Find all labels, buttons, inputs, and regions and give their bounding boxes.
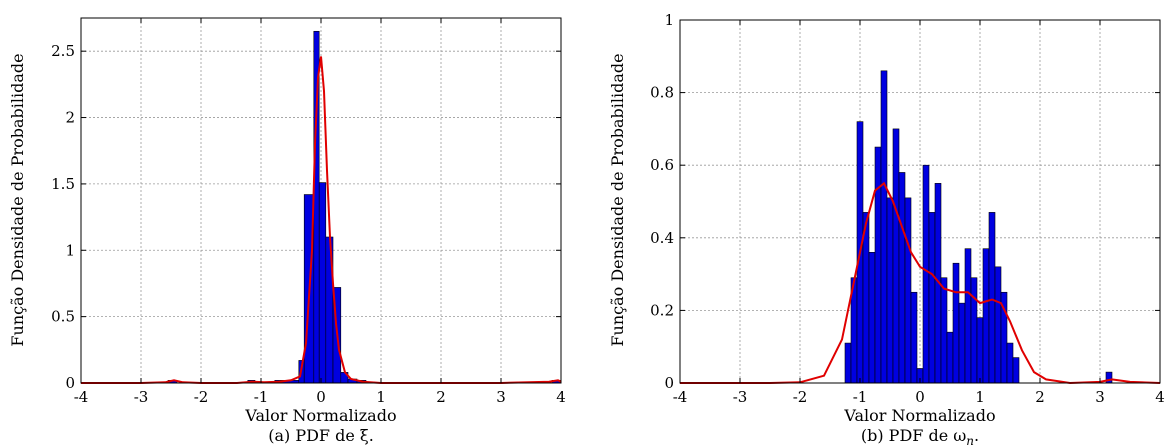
chart-a-x-tick-label: 1 xyxy=(376,388,386,406)
chart-b-y-ticks: 0 0.2 0.4 0.6 0.8 1 xyxy=(650,11,1160,392)
chart-a-y-tick-label: 0 xyxy=(65,374,75,392)
chart-a-x-ticks: -4 -3 -2 -1 0 1 2 3 4 xyxy=(74,18,566,406)
chart-a-y-tick-label: 0.5 xyxy=(51,308,75,326)
chart-b-histogram-bar xyxy=(952,262,960,384)
chart-b-histogram-bar xyxy=(886,197,894,384)
chart-a-caption: (a) PDF de ξ. xyxy=(268,426,374,445)
chart-a-x-tick-label: 0 xyxy=(316,388,326,406)
chart-b-caption: (b) PDF de ωn. xyxy=(861,426,979,448)
chart-b-y-axis-label: Função Densidade de Probabilidade xyxy=(608,53,627,346)
chart-b-y-tick-label: 0 xyxy=(664,374,674,392)
chart-b-histogram-bar xyxy=(904,197,912,384)
chart-b-x-tick-label: -1 xyxy=(853,388,868,406)
chart-a-y-tick-label: 2.5 xyxy=(51,42,75,60)
chart-a-y-tick-label: 2 xyxy=(65,109,75,127)
chart-a-histogram-bar xyxy=(318,182,327,384)
chart-b-y-tick-label: 0.2 xyxy=(650,301,674,319)
chart-b-histogram-bar xyxy=(880,70,888,384)
chart-b-histogram-bar xyxy=(1006,342,1014,384)
chart-b-x-tick-label: 0 xyxy=(915,388,925,406)
chart-b-density-curve xyxy=(680,181,1161,385)
chart-b-x-tick-label: -4 xyxy=(673,388,688,406)
chart-a-y-ticks: 0 0.5 1 1.5 2 2.5 xyxy=(51,42,561,392)
chart-b-caption-main: (b) PDF de ω xyxy=(861,426,966,445)
chart-a-x-tick-label: -1 xyxy=(254,388,269,406)
chart-b-x-tick-label: 3 xyxy=(1095,388,1105,406)
chart-b-histogram-bar xyxy=(928,212,936,384)
chart-a-x-tick-label: 4 xyxy=(556,388,566,406)
chart-b-histogram-bar xyxy=(994,266,1002,384)
chart-b-histogram-bar xyxy=(982,248,990,384)
chart-b-histogram-bar xyxy=(892,128,900,384)
chart-a-y-tick-label: 1.5 xyxy=(51,175,75,193)
chart-b-histogram-bar xyxy=(988,212,996,384)
chart-b-caption-suffix: . xyxy=(974,426,979,445)
chart-b-histogram-bar xyxy=(874,146,882,384)
chart-a-x-tick-label: -3 xyxy=(134,388,149,406)
chart-b-x-tick-label: -2 xyxy=(793,388,808,406)
chart-b-histogram-bar xyxy=(868,252,876,384)
chart-a: -4 -3 -2 -1 0 1 2 3 4 0 0.5 1 1.5 2 2.5 Valor Normali… xyxy=(8,17,566,445)
chart-b-y-tick-label: 1 xyxy=(664,11,674,29)
chart-b-histogram-bar xyxy=(898,172,906,384)
chart-b-y-tick-label: 0.6 xyxy=(650,156,674,174)
chart-b: -4 -3 -2 -1 0 1 2 3 4 0 0.2 0.4 0.6 0.8 1 Valor Norma… xyxy=(608,11,1165,448)
chart-b-histogram-bar xyxy=(910,291,918,384)
chart-b-histogram-bar xyxy=(964,248,972,384)
chart-a-x-axis-label: Valor Normalizado xyxy=(244,406,396,425)
chart-b-histogram-bar xyxy=(958,302,966,384)
chart-b-histogram-bar xyxy=(844,342,852,384)
chart-b-x-tick-label: 4 xyxy=(1155,388,1165,406)
chart-b-y-tick-label: 0.4 xyxy=(650,229,674,247)
chart-a-x-tick-label: -2 xyxy=(194,388,209,406)
chart-a-x-tick-label: -4 xyxy=(74,388,89,406)
chart-b-x-ticks: -4 -3 -2 -1 0 1 2 3 4 xyxy=(673,20,1165,406)
chart-b-x-tick-label: 2 xyxy=(1035,388,1045,406)
chart-b-histogram-bar xyxy=(970,277,978,384)
chart-b-y-tick-label: 0.8 xyxy=(650,84,674,102)
chart-b-histogram-bar xyxy=(922,164,930,384)
chart-b-x-tick-label: 1 xyxy=(975,388,985,406)
chart-a-y-axis-label: Função Densidade de Probabilidade xyxy=(8,53,27,346)
chart-b-x-tick-label: -3 xyxy=(733,388,748,406)
chart-b-histogram-bar xyxy=(946,331,954,384)
chart-b-histogram-bar xyxy=(940,277,948,384)
chart-a-x-tick-label: 3 xyxy=(496,388,506,406)
chart-a-y-tick-label: 1 xyxy=(65,241,75,259)
chart-b-histogram-bar xyxy=(976,317,984,384)
chart-b-caption-subscript: n xyxy=(966,434,974,448)
chart-b-x-axis-label: Valor Normalizado xyxy=(843,406,995,425)
chart-b-bars xyxy=(844,70,1113,384)
chart-b-histogram-bar xyxy=(1012,357,1020,384)
chart-a-x-tick-label: 2 xyxy=(436,388,446,406)
